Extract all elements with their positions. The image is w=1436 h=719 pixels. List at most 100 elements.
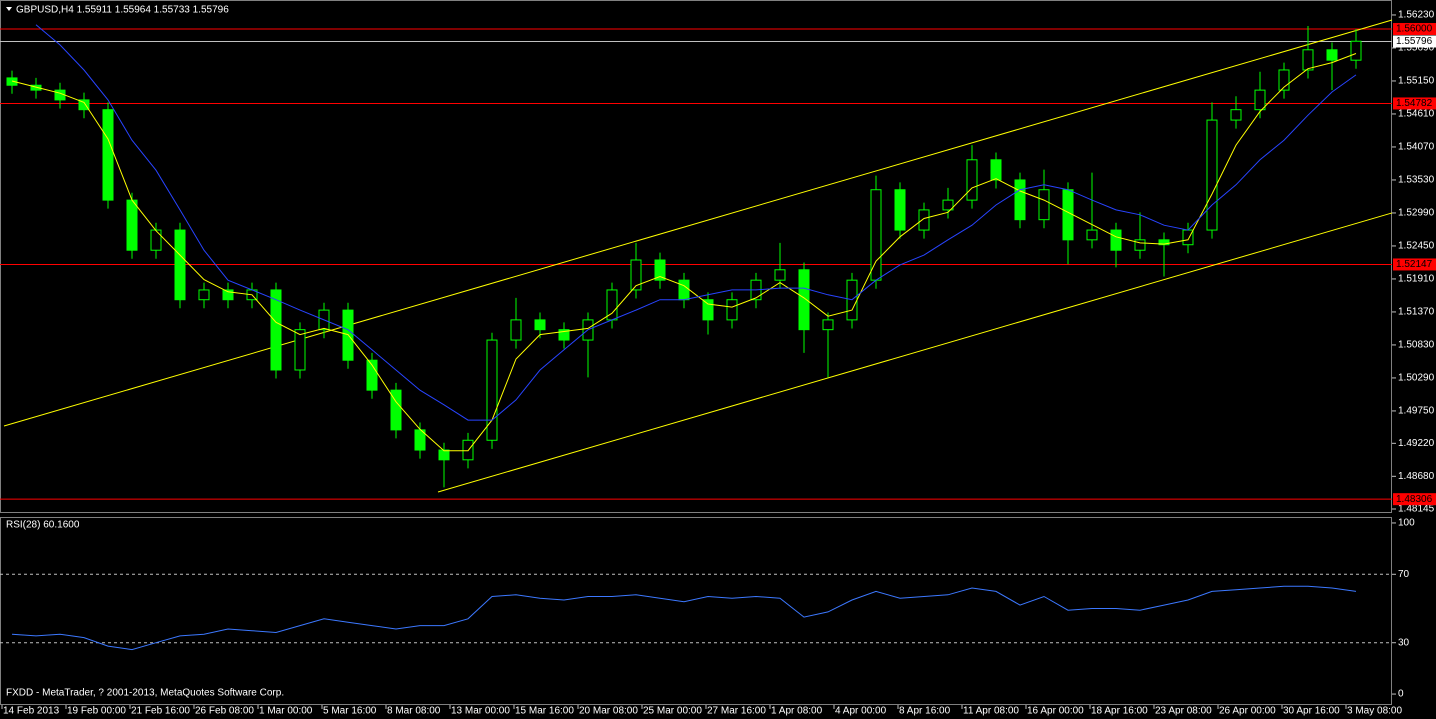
- candle-body: [534, 319, 546, 331]
- trendline: [3, 19, 1393, 427]
- y-tick-label: 1.50830: [1398, 340, 1435, 351]
- y-tick-label: 1.54070: [1398, 142, 1435, 153]
- candle-body: [174, 229, 186, 301]
- candle-body: [894, 189, 906, 231]
- candle-body: [1134, 239, 1146, 251]
- candle-body: [990, 159, 1002, 181]
- y-tick-label: 1.51370: [1398, 307, 1435, 318]
- y-tick-label: 1.54610: [1398, 109, 1435, 120]
- candle-body: [366, 359, 378, 391]
- candle-body: [198, 289, 210, 301]
- y-tick-label: 1.52450: [1398, 241, 1435, 252]
- candle-body: [486, 339, 498, 441]
- main-frame: [0, 0, 1392, 513]
- candle-body: [1254, 89, 1266, 111]
- x-tick-label: 8 Mar 08:00: [387, 706, 441, 717]
- x-tick-label: 18 Apr 16:00: [1091, 706, 1148, 717]
- y-tick-label: 1.48680: [1398, 471, 1435, 482]
- x-tick-label: 26 Feb 08:00: [195, 706, 254, 717]
- rsi-line: [11, 585, 1357, 651]
- candle-body: [438, 449, 450, 461]
- candle-body: [726, 299, 738, 321]
- x-tick-label: 3 May 08:00: [1347, 706, 1402, 717]
- level-box: [1393, 493, 1436, 506]
- candle-body: [654, 259, 666, 281]
- candle-body: [1062, 189, 1074, 241]
- candle-body: [702, 299, 714, 321]
- candle-body: [678, 279, 690, 301]
- y-tick-label: 1.49750: [1398, 406, 1435, 417]
- x-tick-label: 21 Feb 16:00: [131, 706, 190, 717]
- candle-body: [798, 269, 810, 331]
- y-tick-label: 1.50290: [1398, 373, 1435, 384]
- level-box: [1393, 97, 1436, 110]
- candle-body: [774, 269, 786, 281]
- x-tick-label: 4 Apr 00:00: [835, 706, 887, 717]
- x-tick-label: 8 Apr 16:00: [899, 706, 951, 717]
- candle-body: [510, 319, 522, 341]
- level-label: 1.52147: [1396, 259, 1433, 270]
- candle-body: [1350, 40, 1362, 61]
- candle-body: [6, 77, 18, 86]
- x-tick-label: 1 Mar 00:00: [259, 706, 313, 717]
- candle-body: [870, 189, 882, 281]
- current-price-label: 1.55796: [1396, 36, 1433, 47]
- candle-body: [1326, 49, 1338, 61]
- candle-body: [1158, 239, 1170, 246]
- x-tick-label: 23 Apr 08:00: [1155, 706, 1212, 717]
- y-tick-label: 1.52990: [1398, 208, 1435, 219]
- candle-body: [30, 84, 42, 91]
- candle-body: [558, 329, 570, 341]
- marks: 1.56230 1.55690 1.55150 1.54610 1.54070 1.535…: [0, 10, 1436, 717]
- level-label: 1.56000: [1396, 24, 1433, 35]
- candle-body: [1278, 69, 1290, 91]
- y-tick-label: 1.56230: [1398, 10, 1435, 21]
- x-tick-label: 1 Apr 08:00: [771, 706, 823, 717]
- candle-body: [942, 199, 954, 211]
- y-tick-label: 1.49220: [1398, 438, 1435, 449]
- candle-body: [1014, 179, 1026, 221]
- x-tick-label: 14 Feb 2013: [3, 706, 60, 717]
- current-price-box: [1393, 35, 1436, 48]
- level-label: 1.48306: [1396, 494, 1433, 505]
- level-box: [1393, 258, 1436, 271]
- candle-body: [1302, 49, 1314, 71]
- y-tick-label: 100: [1398, 518, 1415, 529]
- rsi-frame: [0, 517, 1392, 705]
- y-tick-label: 0: [1398, 689, 1404, 700]
- y-tick-label: 1.55690: [1398, 43, 1435, 54]
- candle-body: [1206, 119, 1218, 231]
- candle-body: [222, 289, 234, 301]
- x-tick-label: 30 Apr 16:00: [1283, 706, 1340, 717]
- candle-body: [150, 229, 162, 251]
- candle-body: [78, 99, 90, 111]
- y-tick-label: 1.51910: [1398, 274, 1435, 285]
- candle-body: [1038, 189, 1050, 221]
- candle-body: [1110, 229, 1122, 251]
- candle-body: [1230, 109, 1242, 121]
- y-tick-label: 1.53530: [1398, 175, 1435, 186]
- y-tick-label: 70: [1398, 569, 1410, 580]
- moving-average: [35, 24, 1357, 421]
- x-tick-label: 26 Apr 00:00: [1219, 706, 1276, 717]
- candle-body: [294, 329, 306, 371]
- x-tick-label: 25 Mar 00:00: [643, 706, 702, 717]
- level-label: 1.54782: [1396, 98, 1433, 109]
- x-tick-label: 27 Mar 16:00: [707, 706, 766, 717]
- footer: FXDD - MetaTrader, ? 2001-2013, MetaQuot…: [6, 688, 284, 699]
- candle-body: [390, 389, 402, 431]
- y-tick-label: 1.48145: [1398, 504, 1435, 515]
- candle-body: [1086, 229, 1098, 241]
- x-tick-label: 13 Mar 00:00: [451, 706, 510, 717]
- x-tick-label: 16 Apr 00:00: [1027, 706, 1084, 717]
- x-tick-label: 11 Apr 08:00: [963, 706, 1019, 717]
- x-tick-label: 5 Mar 16:00: [323, 706, 377, 717]
- candle-body: [630, 259, 642, 291]
- y-tick-label: 1.55150: [1398, 76, 1435, 87]
- candle-body: [270, 289, 282, 371]
- moving-average: [11, 53, 1357, 452]
- candle-body: [966, 159, 978, 201]
